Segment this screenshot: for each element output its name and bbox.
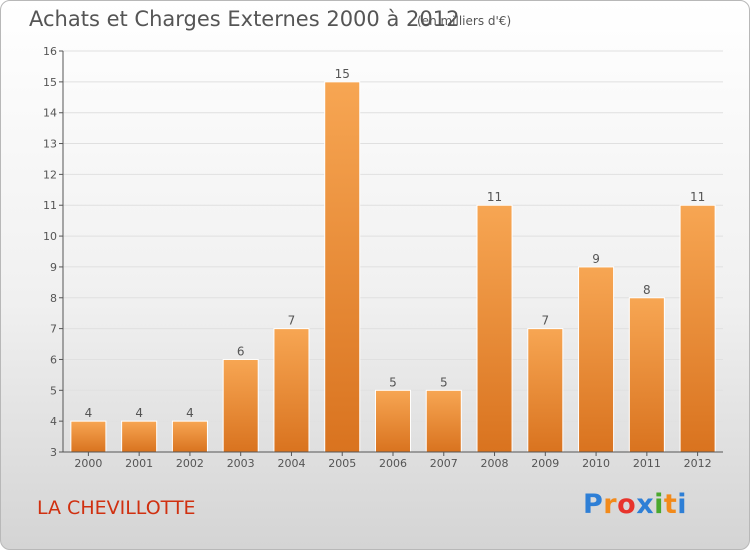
bar (273, 328, 310, 453)
chart-subtitle: (en milliers d'€) (417, 14, 512, 28)
bar (222, 358, 259, 453)
data-label: 11 (690, 190, 705, 204)
x-tick-label: 2003 (227, 457, 255, 470)
y-tick-label: 16 (43, 45, 57, 58)
y-tick-label: 15 (43, 76, 57, 89)
x-tick-label: 2010 (582, 457, 610, 470)
y-tick-label: 4 (50, 415, 57, 428)
logo-letter: i (654, 489, 664, 520)
x-tick-label: 2012 (684, 457, 712, 470)
place-name: LA CHEVILLOTTE (37, 497, 196, 519)
y-tick-label: 3 (50, 446, 57, 459)
y-tick-label: 7 (50, 323, 57, 336)
data-label: 7 (541, 314, 549, 328)
chart-title: Achats et Charges Externes 2000 à 2012 (29, 7, 460, 31)
y-tick-label: 5 (50, 384, 57, 397)
y-tick-label: 6 (50, 353, 57, 366)
x-tick-label: 2009 (531, 457, 559, 470)
bar-chart: 3 4 5 6 7 8 9 10 11 12 13 14 15 16 4 2000 4 2001 4 2002 6 200… (43, 45, 723, 470)
y-tick-label: 11 (43, 199, 57, 212)
y-tick-label: 13 (43, 138, 57, 151)
y-tick-label: 10 (43, 230, 57, 243)
labels: 3 4 5 6 7 8 9 10 11 12 13 14 15 16 4 2000 4 2001 4 2002 6 200… (43, 45, 712, 470)
data-label: 5 (440, 375, 448, 389)
bar (374, 389, 412, 453)
bar (578, 266, 615, 453)
data-label: 7 (288, 314, 296, 328)
data-label: 4 (135, 406, 143, 420)
data-label: 5 (389, 375, 397, 389)
x-tick-label: 2004 (277, 457, 305, 470)
data-label: 4 (186, 406, 194, 420)
x-tick-label: 2005 (328, 457, 356, 470)
axes (59, 50, 723, 456)
bar (476, 204, 513, 453)
logo-letter: P (583, 489, 604, 520)
logo-letter: o (617, 489, 637, 520)
data-label: 15 (335, 67, 350, 81)
bar (679, 204, 716, 453)
bar (628, 297, 665, 453)
x-tick-label: 2008 (481, 457, 509, 470)
bar (324, 81, 361, 453)
x-tick-label: 2002 (176, 457, 204, 470)
data-label: 8 (643, 283, 651, 297)
bar (70, 420, 107, 453)
proxiti-logo: Proxiti (583, 489, 687, 520)
bar (527, 328, 564, 453)
x-tick-label: 2007 (430, 457, 458, 470)
logo-letter: i (677, 489, 688, 520)
x-tick-label: 2001 (125, 457, 153, 470)
data-label: 6 (237, 344, 245, 358)
y-tick-label: 14 (43, 107, 57, 120)
x-tick-label: 2011 (633, 457, 661, 470)
x-tick-label: 2006 (379, 457, 407, 470)
logo-letter: r (603, 489, 618, 520)
data-label: 4 (85, 406, 93, 420)
data-label: 11 (487, 190, 502, 204)
x-tick-label: 2000 (74, 457, 102, 470)
logo-letter: t (663, 489, 678, 520)
logo-letter: x (636, 489, 655, 520)
data-label: 9 (592, 252, 600, 266)
bar (425, 389, 462, 453)
y-tick-label: 12 (43, 168, 57, 181)
bar (121, 420, 158, 453)
y-tick-label: 9 (50, 261, 57, 274)
bar (171, 420, 208, 453)
y-tick-label: 8 (50, 292, 57, 305)
